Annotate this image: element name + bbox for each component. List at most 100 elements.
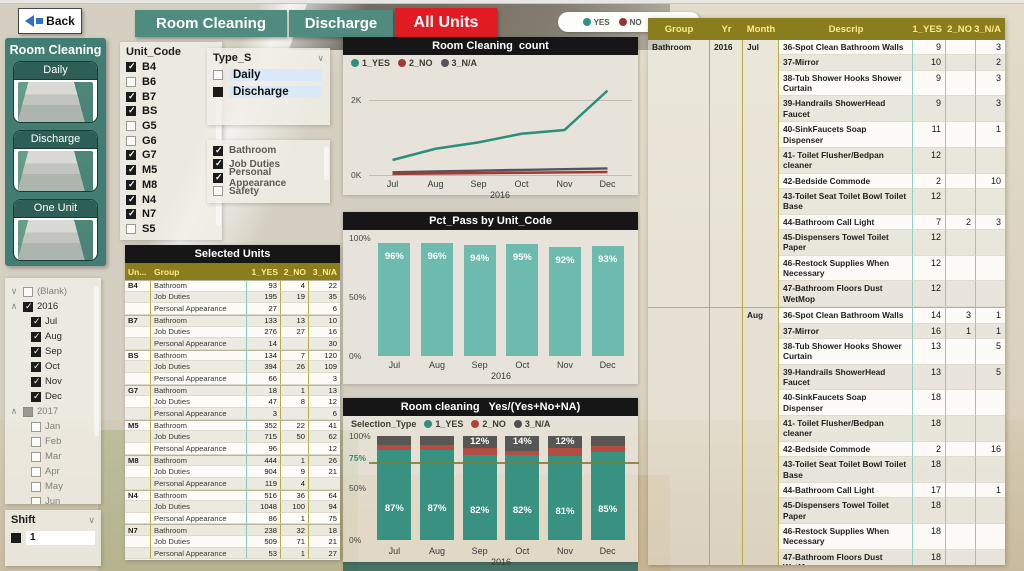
checkbox[interactable] xyxy=(126,164,136,176)
checkbox[interactable] xyxy=(213,70,223,80)
unit-code-item-s5[interactable]: S5 xyxy=(120,222,222,237)
group-item-personal-appearance[interactable]: Personal Appearance xyxy=(207,167,330,189)
table-row[interactable]: Job Duties 1048 100 94 xyxy=(125,501,340,513)
series-line-2_no[interactable] xyxy=(392,170,608,176)
table-row[interactable]: Personal Appearance 86 1 75 xyxy=(125,512,340,525)
bar-oct[interactable]: 95% xyxy=(506,243,539,356)
table-row[interactable]: Job Duties 47 8 12 xyxy=(125,396,340,409)
unit-code-item-b4[interactable]: B4 xyxy=(120,60,222,75)
bar-jul[interactable]: 96% xyxy=(378,242,411,356)
shift-value-field[interactable]: 1 xyxy=(26,531,95,545)
checkbox[interactable] xyxy=(126,61,136,73)
date-item-jul[interactable]: Jul xyxy=(5,314,101,329)
checkbox[interactable] xyxy=(31,331,41,342)
table-row[interactable]: 41- Toilet Flusher/Bedpan cleaner 12 xyxy=(648,147,1005,174)
table-row[interactable]: 47-Bathroom Floors Dust WetMop 12 xyxy=(648,281,1005,308)
date-item-2017[interactable]: ∧ 2017 xyxy=(5,404,101,419)
bar-segment-2_no[interactable] xyxy=(377,445,412,450)
date-item-dec[interactable]: Dec xyxy=(5,389,101,404)
table-row[interactable]: 37-Mirror 16 1 1 xyxy=(648,323,1005,339)
bar-dec[interactable]: 93% xyxy=(591,246,624,356)
shift-checkbox[interactable] xyxy=(11,533,21,543)
checkbox[interactable] xyxy=(31,316,41,327)
date-slicer-scrollbar[interactable] xyxy=(94,286,99,436)
checkbox[interactable] xyxy=(213,172,223,183)
nav-button-discharge[interactable]: Discharge xyxy=(289,10,393,37)
checkbox[interactable] xyxy=(31,451,41,462)
checkbox[interactable] xyxy=(31,466,41,477)
unit-code-item-g5[interactable]: G5 xyxy=(120,119,222,134)
checkbox[interactable] xyxy=(126,149,136,161)
unit-code-item-g7[interactable]: G7 xyxy=(120,148,222,163)
bar-segment-3_n-a[interactable] xyxy=(377,436,412,446)
checkbox[interactable] xyxy=(126,208,136,220)
table-row[interactable]: Job Duties 509 71 21 xyxy=(125,536,340,548)
table-row[interactable]: M5 Bathroom 352 22 41 xyxy=(125,419,340,432)
bar-segment-3_n-a[interactable]: 12% xyxy=(548,436,582,449)
bar-segment-2_no[interactable] xyxy=(590,446,625,452)
table-row[interactable]: 44-Bathroom Call Light 7 2 3 xyxy=(648,214,1005,231)
date-item-sep[interactable]: Sep xyxy=(5,344,101,359)
checkbox[interactable] xyxy=(126,179,136,190)
unit-code-item-bs[interactable]: BS xyxy=(120,104,222,119)
date-item-jun[interactable]: Jun xyxy=(5,494,101,504)
table-row[interactable]: Aug 36-Spot Clean Bathroom Walls 14 3 1 xyxy=(648,307,1005,324)
date-item-feb[interactable]: Feb xyxy=(5,434,101,449)
bar-segment-1_yes[interactable]: 82% xyxy=(462,454,497,540)
table-row[interactable]: 40-SinkFaucets Soap Dispenser 11 1 xyxy=(648,122,1005,148)
chevron-down-icon[interactable]: ∨ xyxy=(88,514,95,525)
table-row[interactable]: 46-Restock Supplies When Necessary 18 xyxy=(648,523,1005,550)
table-row[interactable]: Personal Appearance 14 30 xyxy=(125,338,340,350)
table-row[interactable]: Job Duties 715 50 62 xyxy=(125,431,340,443)
checkbox[interactable] xyxy=(126,77,136,88)
bar-segment-2_no[interactable] xyxy=(505,450,540,455)
table-row[interactable]: M8 Bathroom 444 1 26 xyxy=(125,454,340,467)
chevron-down-icon[interactable]: ∨ xyxy=(317,52,324,63)
checkbox[interactable] xyxy=(31,496,41,504)
nav-button-room-cleaning[interactable]: Room Cleaning xyxy=(135,10,287,37)
table-row[interactable]: 46-Restock Supplies When Necessary 12 xyxy=(648,255,1005,282)
date-item-aug[interactable]: Aug xyxy=(5,329,101,344)
bar-segment-1_yes[interactable]: 85% xyxy=(590,451,625,540)
checkbox[interactable] xyxy=(31,346,41,357)
group-scrollbar[interactable] xyxy=(324,146,329,180)
group-item-safety[interactable]: Safety xyxy=(207,185,330,199)
checkbox[interactable] xyxy=(213,186,223,197)
checkbox[interactable] xyxy=(126,135,136,146)
unit-code-item-g6[interactable]: G6 xyxy=(120,133,222,148)
table-row[interactable]: G7 Bathroom 18 1 13 xyxy=(125,384,340,397)
bar-segment-2_no[interactable] xyxy=(420,445,454,450)
unit-code-item-n4[interactable]: N4 xyxy=(120,192,222,207)
type-item-discharge[interactable]: Discharge xyxy=(211,84,324,100)
checkbox[interactable] xyxy=(31,421,41,432)
bar-segment-2_no[interactable] xyxy=(462,448,497,455)
table-row[interactable]: Personal Appearance 3 6 xyxy=(125,408,340,420)
chevron-up-icon[interactable]: ∧ xyxy=(10,406,18,416)
bar-segment-3_n-a[interactable] xyxy=(420,436,454,446)
checkbox[interactable] xyxy=(126,223,136,234)
date-item-blank[interactable]: ∨ (Blank) xyxy=(5,284,101,299)
unit-code-item-m5[interactable]: M5 xyxy=(120,163,222,178)
checkbox[interactable] xyxy=(213,87,223,97)
table-row[interactable]: 39-Handrails ShowerHead Faucet 13 5 xyxy=(648,364,1005,391)
sidebar-button-daily[interactable]: Daily xyxy=(13,61,98,123)
bar-segment-3_n-a[interactable] xyxy=(590,436,625,447)
table-row[interactable]: 43-Toilet Seat Toilet Bowl Toilet Base 18 xyxy=(648,457,1005,483)
table-row[interactable]: Personal Appearance 66 3 xyxy=(125,373,340,385)
checkbox[interactable] xyxy=(126,91,136,102)
bar-aug[interactable]: 96% xyxy=(421,242,453,356)
unit-code-item-b6[interactable]: B6 xyxy=(120,75,222,90)
bar-segment-3_n-a[interactable]: 12% xyxy=(462,436,497,449)
table-row[interactable]: Personal Appearance 119 4 xyxy=(125,477,340,490)
bar-segment-2_no[interactable] xyxy=(548,448,582,456)
back-button[interactable]: Back xyxy=(18,8,82,34)
bar-segment-1_yes[interactable]: 87% xyxy=(377,449,412,540)
table-row[interactable]: Personal Appearance 27 6 xyxy=(125,303,340,315)
bar-segment-3_n-a[interactable]: 14% xyxy=(505,436,540,451)
table-row[interactable]: N4 Bathroom 516 36 64 xyxy=(125,489,340,502)
checkbox[interactable] xyxy=(31,361,41,372)
group-item-job-duties[interactable]: Job Duties xyxy=(207,158,330,172)
bar-segment-1_yes[interactable]: 81% xyxy=(548,455,582,540)
table-row[interactable]: Job Duties 276 27 16 xyxy=(125,326,340,339)
series-line-3_n-a[interactable] xyxy=(392,167,608,174)
